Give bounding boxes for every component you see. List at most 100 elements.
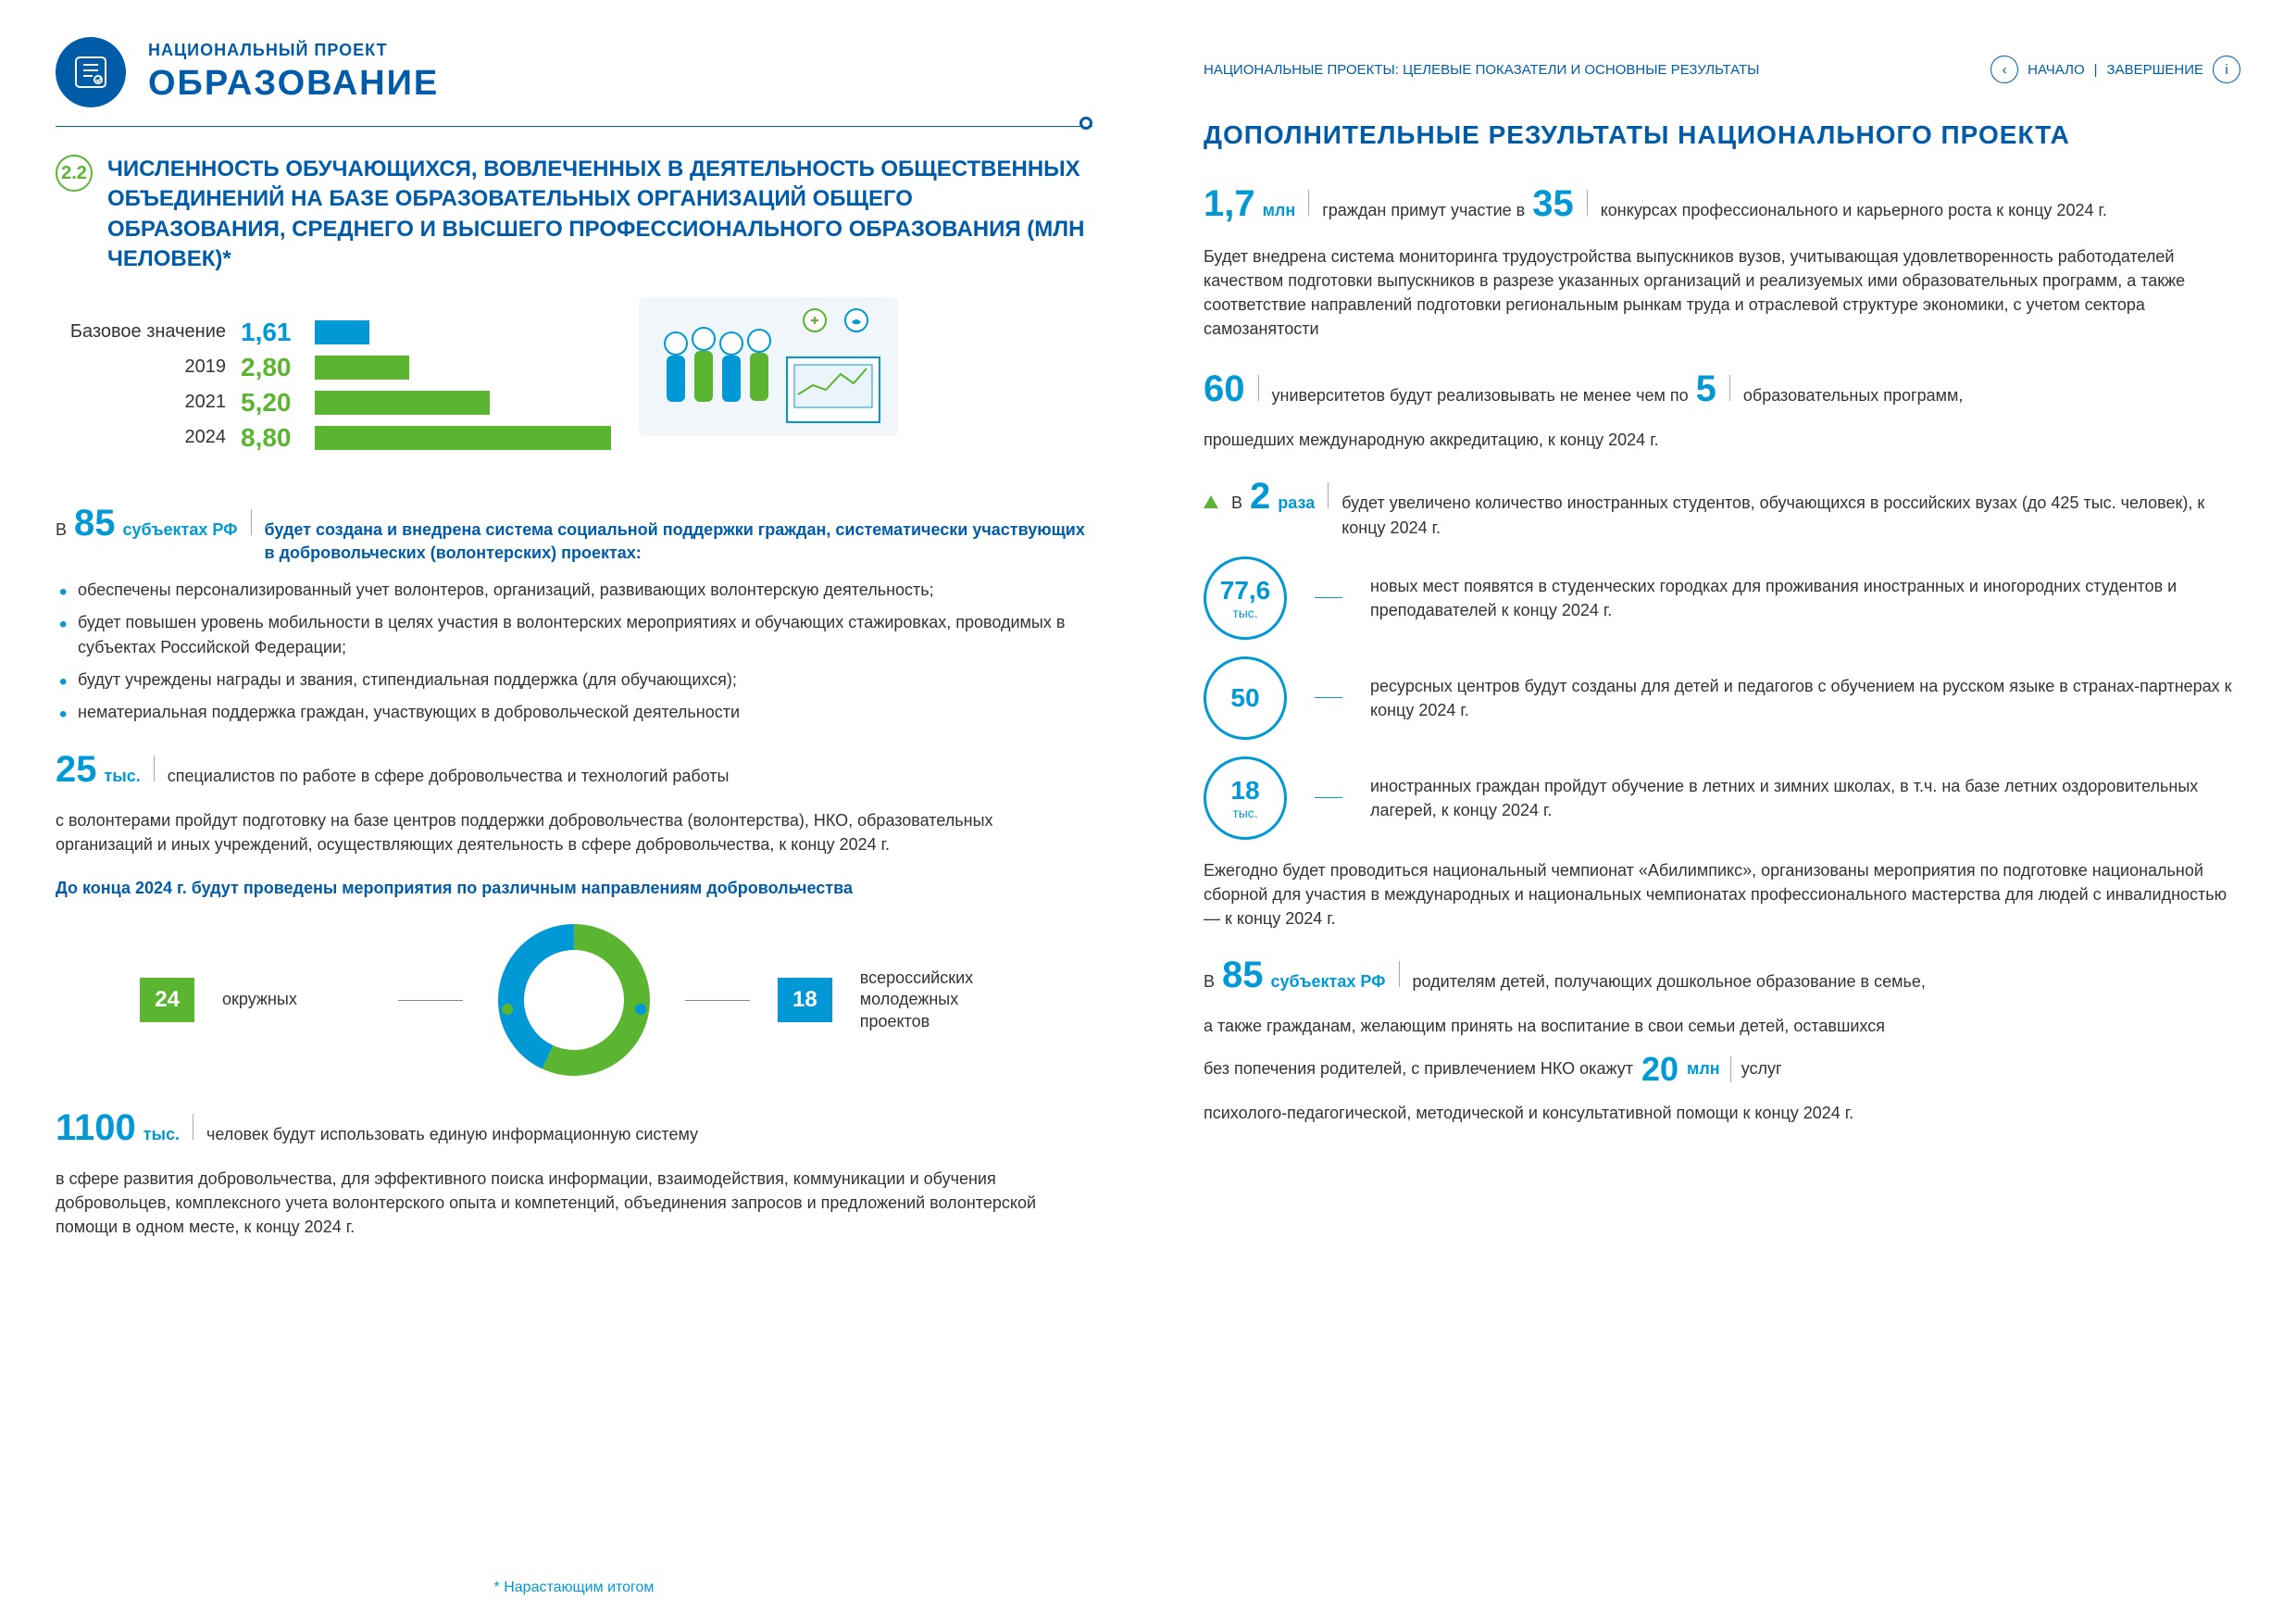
separator bbox=[1399, 961, 1400, 987]
bar-fill bbox=[315, 320, 369, 344]
stat-1100-thousand: 1100 тыс. человек будут использовать еди… bbox=[56, 1102, 1092, 1154]
nav-sep: | bbox=[2094, 62, 2098, 78]
project-title: ОБРАЗОВАНИЕ bbox=[148, 64, 439, 104]
bar-row: 2019 2,80 bbox=[56, 351, 611, 384]
num2: 35 bbox=[1532, 178, 1574, 230]
stat-25-para: с волонтерами пройдут подготовку на базе… bbox=[56, 808, 1092, 856]
bar-row: 2021 5,20 bbox=[56, 386, 611, 419]
separator bbox=[1729, 375, 1730, 401]
num: 1100 bbox=[56, 1102, 136, 1154]
bar-label: 2024 bbox=[56, 427, 241, 448]
badge-national: 18 bbox=[778, 978, 832, 1022]
bar-value: 5,20 bbox=[241, 388, 315, 418]
para-monitoring: Будет внедрена система мониторинга трудо… bbox=[1204, 244, 2240, 341]
circle-stat-row: 50 ресурсных центров будут созданы для д… bbox=[1204, 656, 2240, 740]
left-page: НАЦИОНАЛЬНЫЙ ПРОЕКТ ОБРАЗОВАНИЕ 2.2 ЧИСЛ… bbox=[0, 0, 1148, 1624]
prefix: В bbox=[1231, 491, 1242, 515]
circle-stat-row: 18 тыс. иностранных граждан пройдут обуч… bbox=[1204, 756, 2240, 840]
r85-line4: психолого-педагогической, методической и… bbox=[1204, 1101, 2240, 1125]
num: 60 bbox=[1204, 363, 1245, 415]
num2: 20 bbox=[1641, 1045, 1678, 1093]
circle-num: 18 bbox=[1230, 776, 1259, 806]
stat-85-subjects-right: В 85 субъектах РФ родителям детей, получ… bbox=[1204, 949, 2240, 1001]
text2: образовательных программ, bbox=[1743, 383, 1964, 407]
bar-label: 2019 bbox=[56, 356, 241, 378]
stat-60-universities: 60 университетов будут реализовывать не … bbox=[1204, 363, 2240, 415]
para-abilympics: Ежегодно будет проводиться национальный … bbox=[1204, 858, 2240, 931]
r85-line2: а также гражданам, желающим принять на в… bbox=[1204, 1014, 2240, 1038]
unit: тыс. bbox=[144, 1123, 180, 1146]
num: 2 bbox=[1250, 470, 1270, 522]
chart-area: Базовое значение 1,61 2019 2,80 2021 5,2… bbox=[56, 297, 1092, 484]
circle-stats: 77,6 тыс. новых мест появятся в студенче… bbox=[1204, 556, 2240, 840]
num: 25 bbox=[56, 743, 97, 795]
text1: родителям детей, получающих дошкольное о… bbox=[1413, 969, 1926, 993]
arrow-up-icon bbox=[1204, 495, 1218, 508]
circle-unit: тыс. bbox=[1232, 806, 1257, 820]
connector bbox=[1315, 697, 1342, 698]
connector bbox=[1315, 597, 1342, 598]
stat-85-subjects: В 85 субъектах РФ будет создана и внедре… bbox=[56, 497, 1092, 565]
section-number: 2.2 bbox=[56, 155, 93, 192]
circle-stat: 77,6 тыс. bbox=[1204, 556, 1287, 640]
stat-25-thousand: 25 тыс. специалистов по работе в сфере д… bbox=[56, 743, 1092, 795]
bullet-item: нематериальная поддержка граждан, участв… bbox=[56, 700, 1092, 725]
label-regional: окружных bbox=[222, 989, 370, 1010]
right-page: НАЦИОНАЛЬНЫЕ ПРОЕКТЫ: ЦЕЛЕВЫЕ ПОКАЗАТЕЛИ… bbox=[1148, 0, 2296, 1624]
bar-fill bbox=[315, 391, 490, 415]
bar-value: 1,61 bbox=[241, 318, 315, 347]
separator bbox=[1730, 1056, 1731, 1082]
nav-back-icon[interactable]: ‹ bbox=[1990, 56, 2018, 83]
donut-chart bbox=[491, 917, 657, 1083]
circle-text: новых мест появятся в студенческих город… bbox=[1370, 574, 2240, 622]
unit: раза bbox=[1278, 492, 1315, 515]
stat-60-para: прошедших международную аккредитацию, к … bbox=[1204, 428, 2240, 452]
bar-fill bbox=[315, 426, 611, 450]
circle-stat: 18 тыс. bbox=[1204, 756, 1287, 840]
header-end-dot bbox=[1079, 117, 1092, 130]
bullet-item: обеспечены персонализированный учет воло… bbox=[56, 578, 1092, 603]
bar-value: 2,80 bbox=[241, 353, 315, 382]
nav-start-label: НАЧАЛО bbox=[2028, 62, 2085, 78]
bar-row: Базовое значение 1,61 bbox=[56, 316, 611, 349]
separator bbox=[154, 756, 155, 781]
nav-end-label: ЗАВЕРШЕНИЕ bbox=[2107, 62, 2203, 78]
separator bbox=[1308, 190, 1309, 216]
section-title: ЧИСЛЕННОСТЬ ОБУЧАЮЩИХСЯ, ВОВЛЕЧЕННЫХ В Д… bbox=[107, 155, 1092, 275]
bullet-item: будут учреждены награды и звания, стипен… bbox=[56, 668, 1092, 693]
text1: граждан примут участие в bbox=[1322, 198, 1525, 222]
connector bbox=[1315, 797, 1342, 798]
unit: млн bbox=[1263, 199, 1296, 222]
donut-chart-row: 24 окружных 18 всероссийских молодежных … bbox=[56, 917, 1092, 1083]
right-header: НАЦИОНАЛЬНЫЕ ПРОЕКТЫ: ЦЕЛЕВЫЕ ПОКАЗАТЕЛИ… bbox=[1204, 37, 2240, 83]
num: 85 bbox=[1222, 949, 1264, 1001]
stat-1-7-million: 1,7 млн граждан примут участие в 35 конк… bbox=[1204, 178, 2240, 230]
num: 85 bbox=[74, 497, 116, 549]
prefix: В bbox=[56, 518, 67, 542]
separator bbox=[1587, 190, 1588, 216]
text: человек будут использовать единую информ… bbox=[206, 1122, 698, 1146]
unit: субъектах РФ bbox=[123, 518, 238, 542]
bar-fill bbox=[315, 356, 409, 380]
page-header: НАЦИОНАЛЬНЫЙ ПРОЕКТ ОБРАЗОВАНИЕ bbox=[56, 37, 1092, 107]
bar-label: 2021 bbox=[56, 392, 241, 413]
donut-title: До конца 2024 г. будут проведены меропри… bbox=[56, 879, 1092, 898]
unit: тыс. bbox=[105, 765, 141, 788]
bar-value: 8,80 bbox=[241, 423, 315, 453]
text: будет увеличено количество иностранных с… bbox=[1341, 491, 2240, 539]
circle-num: 77,6 bbox=[1220, 576, 1271, 606]
breadcrumb: НАЦИОНАЛЬНЫЕ ПРОЕКТЫ: ЦЕЛЕВЫЕ ПОКАЗАТЕЛИ… bbox=[1204, 62, 1759, 78]
prefix: В bbox=[1204, 969, 1215, 993]
circle-text: иностранных граждан пройдут обучение в л… bbox=[1370, 774, 2240, 822]
circle-num: 50 bbox=[1230, 683, 1259, 713]
bullet-list: обеспечены персонализированный учет воло… bbox=[56, 578, 1092, 725]
num2: 5 bbox=[1696, 363, 1716, 415]
label-national: всероссийских молодежных проектов bbox=[860, 968, 1008, 1032]
text2: конкурсах профессионального и карьерного… bbox=[1601, 198, 2240, 222]
footnote: * Нарастающим итогом bbox=[0, 1580, 1148, 1596]
nav-info-icon[interactable]: i bbox=[2213, 56, 2240, 83]
bullet-item: будет повышен уровень мобильности в целя… bbox=[56, 610, 1092, 660]
connector bbox=[398, 1000, 463, 1001]
bar-row: 2024 8,80 bbox=[56, 421, 611, 455]
unit2: млн bbox=[1687, 1059, 1720, 1078]
